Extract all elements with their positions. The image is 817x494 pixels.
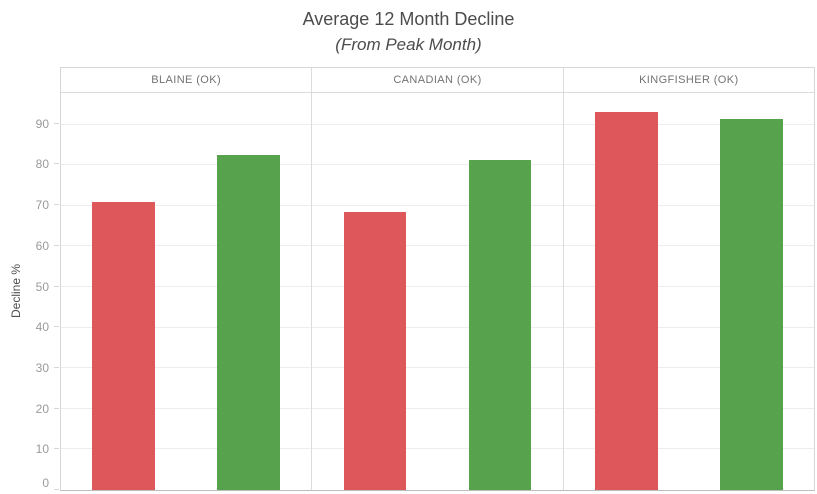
y-tick-label: 80 (35, 157, 49, 172)
gridline (312, 286, 563, 288)
gridline (563, 407, 814, 409)
y-tick-label: 10 (35, 442, 49, 457)
gridline (312, 448, 563, 450)
gridline (563, 448, 814, 450)
panels-row: BLAINE (OK) CANADIAN (OK) KINGFISHER (OK) (61, 68, 814, 490)
y-tick-label: 70 (35, 198, 49, 213)
y-tick-mark (54, 163, 59, 165)
gridline (312, 407, 563, 409)
gridline (61, 123, 312, 125)
gridline (61, 326, 312, 328)
y-tick-mark (54, 204, 59, 206)
gridline (312, 164, 563, 166)
panel-canadian-ok: CANADIAN (OK) (311, 68, 563, 490)
panel-header: KINGFISHER (OK) (563, 68, 814, 93)
y-tick-mark (54, 285, 59, 287)
gridline (61, 407, 312, 409)
y-tick-mark (54, 489, 59, 490)
gridline (563, 326, 814, 328)
bar-green[interactable] (720, 118, 783, 490)
y-tick-mark (54, 122, 59, 124)
gridline (61, 448, 312, 450)
gridline (312, 326, 563, 328)
y-tick-label: 0 (42, 476, 49, 490)
gridline (61, 164, 312, 166)
gridline (61, 245, 312, 247)
y-axis: 0 10 20 30 40 50 60 70 80 90 (0, 92, 60, 490)
chart-subtitle: (From Peak Month) (335, 35, 482, 54)
y-tick-mark (54, 407, 59, 409)
gridline (563, 286, 814, 288)
panel-kingfisher-ok: KINGFISHER (OK) (562, 68, 814, 490)
gridline (563, 367, 814, 369)
panel-blaine-ok: BLAINE (OK) (61, 68, 312, 490)
bar-red[interactable] (594, 111, 658, 490)
chart-title: Average 12 Month Decline (302, 9, 515, 29)
gridline (61, 204, 312, 206)
panel-header: BLAINE (OK) (61, 68, 312, 93)
gridline (61, 286, 312, 288)
y-tick-label: 30 (35, 360, 49, 375)
panel-body (312, 93, 563, 490)
plot-area: BLAINE (OK) CANADIAN (OK) KINGFISHER (OK) (60, 67, 815, 491)
y-tick-mark (54, 366, 59, 368)
y-tick-label: 90 (35, 116, 49, 131)
y-tick-mark (54, 326, 59, 328)
bar-green[interactable] (217, 155, 281, 490)
gridline (312, 123, 563, 125)
bar-red[interactable] (92, 201, 155, 490)
y-tick-label: 20 (35, 401, 49, 416)
y-tick-mark (54, 448, 59, 450)
gridline (312, 245, 563, 247)
panel-body (563, 93, 814, 490)
y-tick-label: 40 (35, 320, 49, 335)
y-tick-label: 60 (35, 238, 49, 253)
panel-header: CANADIAN (OK) (312, 68, 563, 93)
gridline (563, 245, 814, 247)
gridline (563, 204, 814, 206)
gridline (563, 164, 814, 166)
gridline (61, 367, 312, 369)
gridline (563, 123, 814, 125)
bar-red[interactable] (343, 211, 407, 490)
y-tick-mark (54, 244, 59, 246)
gridline (312, 367, 563, 369)
bar-green[interactable] (468, 160, 532, 490)
panel-body (61, 93, 312, 490)
gridline (312, 204, 563, 206)
y-tick-label: 50 (35, 279, 49, 294)
